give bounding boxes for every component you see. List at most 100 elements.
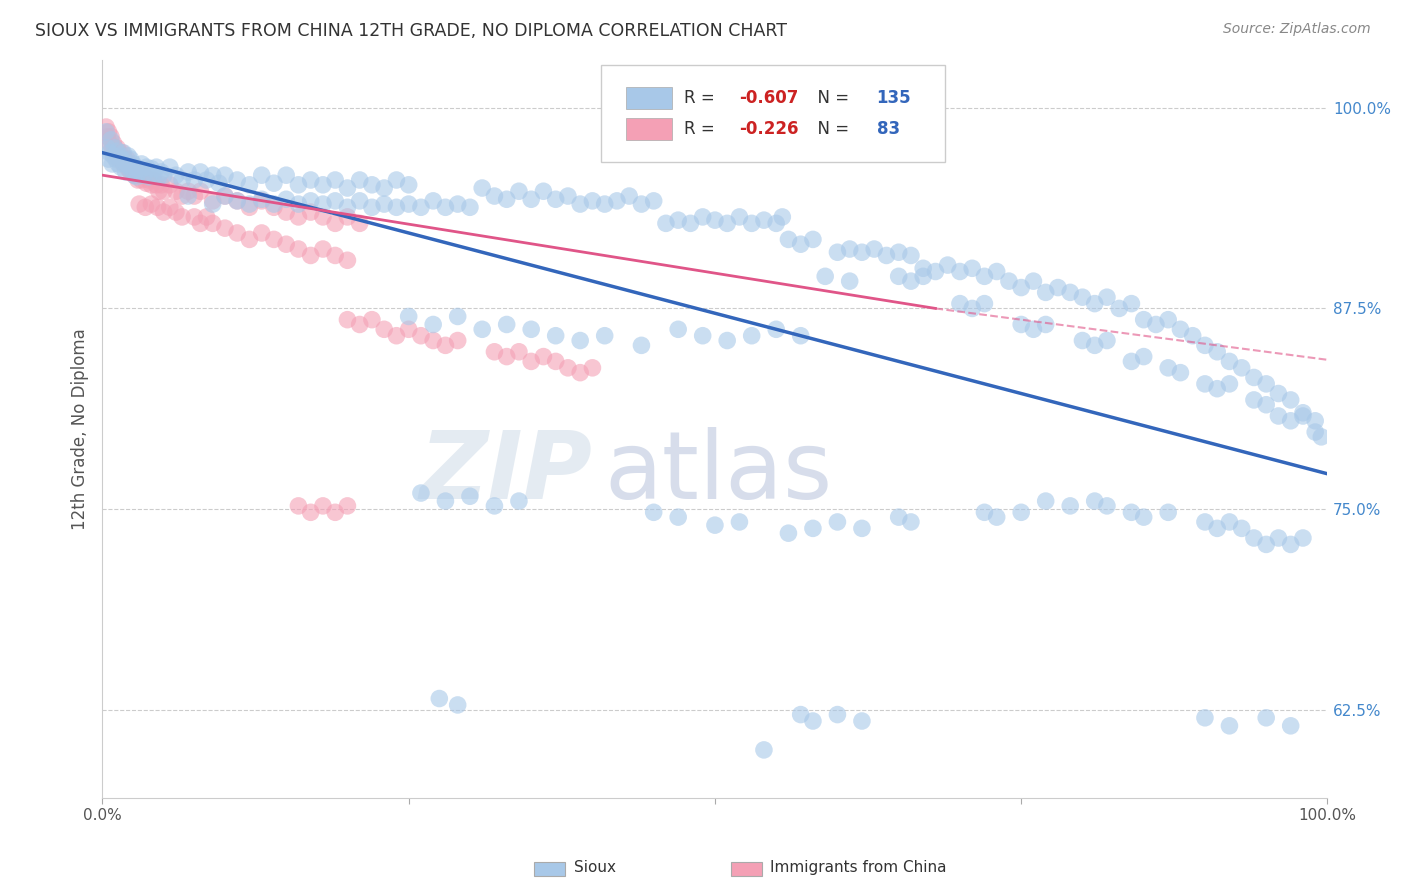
Point	[114, 152, 136, 166]
Point	[94, 125, 117, 139]
Point	[349, 318, 371, 332]
Point	[1194, 376, 1216, 391]
Point	[104, 152, 127, 166]
Point	[569, 197, 592, 211]
Point	[98, 145, 121, 160]
Point	[323, 505, 346, 519]
Point	[159, 200, 181, 214]
Point	[1194, 711, 1216, 725]
Point	[122, 165, 145, 179]
Point	[973, 505, 995, 519]
Point	[112, 157, 135, 171]
Point	[912, 269, 935, 284]
Point	[120, 165, 142, 179]
Point	[851, 714, 873, 728]
Point	[385, 173, 408, 187]
Point	[1194, 338, 1216, 352]
Point	[422, 334, 444, 348]
Point	[1256, 711, 1278, 725]
Point	[373, 322, 395, 336]
Text: 83: 83	[876, 120, 900, 138]
Point	[100, 133, 122, 147]
Point	[1046, 280, 1069, 294]
Point	[132, 168, 155, 182]
Point	[98, 136, 121, 150]
Point	[201, 216, 224, 230]
Point	[145, 178, 167, 192]
Point	[263, 200, 285, 214]
Point	[422, 194, 444, 208]
Point	[1267, 386, 1289, 401]
Point	[1121, 354, 1143, 368]
Point	[299, 194, 322, 208]
Point	[96, 129, 118, 144]
Point	[312, 178, 335, 192]
Point	[1084, 338, 1107, 352]
Point	[1035, 285, 1057, 300]
Point	[814, 269, 837, 284]
Point	[128, 197, 150, 211]
Point	[703, 213, 725, 227]
Point	[117, 161, 139, 176]
Point	[177, 184, 200, 198]
Point	[728, 210, 751, 224]
Point	[434, 494, 457, 508]
Point	[1218, 515, 1240, 529]
Point	[643, 194, 665, 208]
Text: atlas: atlas	[605, 427, 832, 519]
Point	[458, 489, 481, 503]
Point	[557, 189, 579, 203]
Point	[986, 510, 1008, 524]
Point	[159, 178, 181, 192]
Point	[323, 216, 346, 230]
Point	[544, 192, 567, 206]
Point	[1303, 414, 1326, 428]
Point	[127, 161, 149, 176]
Point	[195, 210, 218, 224]
Point	[1095, 290, 1118, 304]
Point	[1010, 280, 1032, 294]
Point	[152, 184, 174, 198]
Point	[145, 160, 167, 174]
Point	[801, 714, 824, 728]
Point	[112, 145, 135, 160]
Point	[520, 354, 543, 368]
Point	[263, 176, 285, 190]
Point	[94, 120, 117, 134]
Point	[1132, 510, 1154, 524]
Point	[276, 168, 298, 182]
Point	[124, 165, 146, 179]
Point	[789, 707, 811, 722]
Point	[299, 505, 322, 519]
Point	[1194, 515, 1216, 529]
Point	[973, 296, 995, 310]
Point	[949, 296, 972, 310]
Point	[1059, 285, 1081, 300]
Point	[238, 178, 260, 192]
Point	[1022, 274, 1045, 288]
Point	[752, 213, 775, 227]
Point	[1218, 354, 1240, 368]
Point	[1121, 505, 1143, 519]
Point	[165, 168, 187, 182]
Point	[238, 232, 260, 246]
Point	[863, 242, 886, 256]
Point	[1095, 499, 1118, 513]
Point	[458, 200, 481, 214]
Point	[165, 205, 187, 219]
Point	[484, 344, 506, 359]
Point	[998, 274, 1021, 288]
Point	[1292, 409, 1315, 423]
Point	[103, 136, 125, 150]
Point	[110, 160, 132, 174]
Point	[851, 521, 873, 535]
Point	[827, 707, 849, 722]
Point	[1059, 499, 1081, 513]
Point	[398, 178, 420, 192]
Point	[495, 350, 517, 364]
Point	[1243, 392, 1265, 407]
Point	[287, 210, 309, 224]
Point	[1010, 505, 1032, 519]
Text: -0.607: -0.607	[740, 89, 799, 107]
Point	[409, 328, 432, 343]
